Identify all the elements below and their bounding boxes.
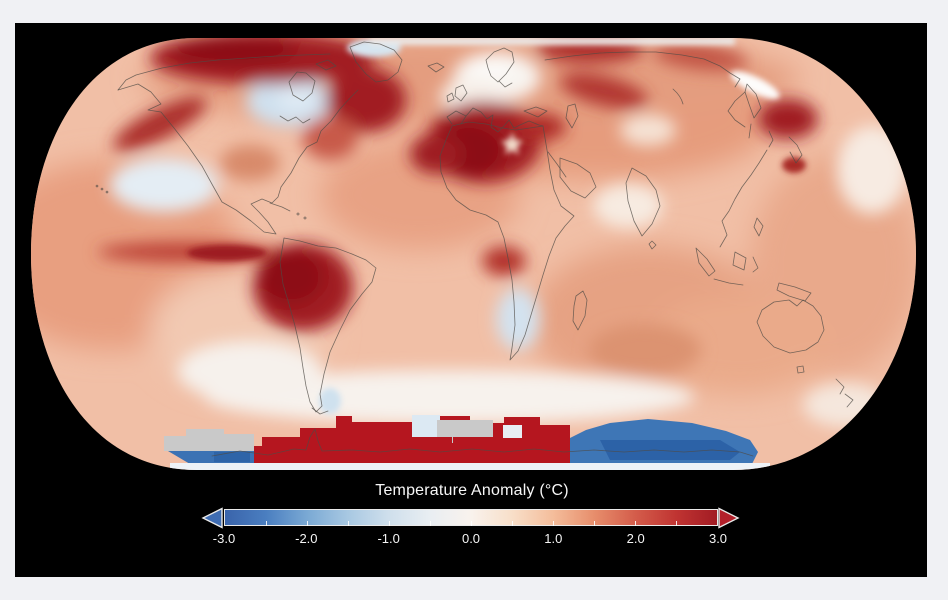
colorbar-major-tick [471, 521, 472, 526]
colorbar-tick-label: -2.0 [295, 531, 318, 546]
colorbar-major-tick [634, 521, 636, 526]
colorbar-tick-label: -3.0 [212, 531, 236, 546]
colorbar-minor-tick [348, 521, 349, 526]
colorbar-minor-tick [265, 521, 267, 526]
colorbar-minor-tick [511, 521, 513, 526]
colorbar-tick-label: 2.0 [626, 531, 645, 546]
colorbar-under-arrow [201, 507, 223, 529]
colorbar-minor-tick [430, 521, 431, 526]
colorbar-major-tick [307, 521, 308, 526]
colorbar-minor-tick [594, 521, 595, 526]
colorbar-tick-label: 1.0 [544, 531, 563, 546]
colorbar-tick-label: 0.0 [461, 531, 481, 546]
colorbar-tick-label: 3.0 [708, 531, 728, 546]
colorbar-tick-labels: -3.0 -2.0 -1.0 0.0 1.0 2.0 3.0 [213, 531, 727, 547]
colorbar-major-tick [553, 521, 554, 526]
colorbar-title: Temperature Anomaly (°C) [375, 482, 569, 499]
colorbar-gradient-bar [224, 509, 718, 526]
colorbar-major-tick [388, 521, 390, 526]
colorbar-over-arrow [718, 507, 740, 529]
colorbar-tick-label: -1.0 [377, 531, 400, 546]
colorbar-minor-tick [676, 521, 677, 526]
